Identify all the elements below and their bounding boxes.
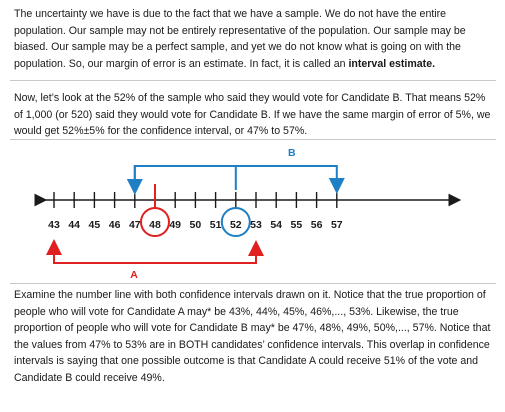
confidence-intervals: BA [46, 147, 345, 281]
tick-label: 55 [291, 219, 303, 231]
tick-label: 43 [48, 219, 60, 231]
divider [10, 139, 496, 140]
candidate-b-label: B [288, 147, 296, 159]
candidate-a-label: A [130, 269, 138, 281]
tick-labels: 43 44 45 46 47 48 49 50 51 52 53 54 55 56 57 [48, 219, 343, 231]
divider [10, 283, 496, 284]
tick-label: 49 [169, 219, 181, 231]
tick-label: 47 [129, 219, 141, 231]
tick-label: 57 [331, 219, 343, 231]
center-circle-a [140, 207, 170, 237]
tick-label: 54 [270, 219, 282, 231]
number-line-diagram: 43 44 45 46 47 48 49 50 51 52 53 54 55 56 57 BA [34, 147, 462, 281]
tick-label: 56 [311, 219, 323, 231]
tick-label: 48 [149, 219, 161, 231]
interval-a-bracket [53, 240, 264, 264]
tick-label: 50 [190, 219, 202, 231]
paragraph-overlap: Examine the number line with both confid… [14, 287, 494, 387]
tick-label: 51 [210, 219, 222, 231]
paragraph-text: Now, let’s look at the 52% of the sample… [14, 92, 491, 138]
divider [10, 80, 496, 81]
tick-label: 44 [68, 219, 80, 231]
paragraph-interval-estimate: The uncertainty we have is due to the fa… [14, 6, 494, 72]
paragraph-candidate-b: Now, let’s look at the 52% of the sample… [14, 90, 494, 140]
center-circle-b [220, 207, 251, 237]
tick-label: 46 [109, 219, 121, 231]
tick-label: 53 [250, 219, 262, 231]
paragraph-text: Examine the number line with both confid… [14, 289, 491, 384]
paragraph-text: The uncertainty we have is due to the fa… [14, 8, 466, 70]
tick-label: 52 [230, 219, 242, 231]
bold-term: interval estimate. [348, 57, 436, 70]
tick-label: 45 [89, 219, 101, 231]
